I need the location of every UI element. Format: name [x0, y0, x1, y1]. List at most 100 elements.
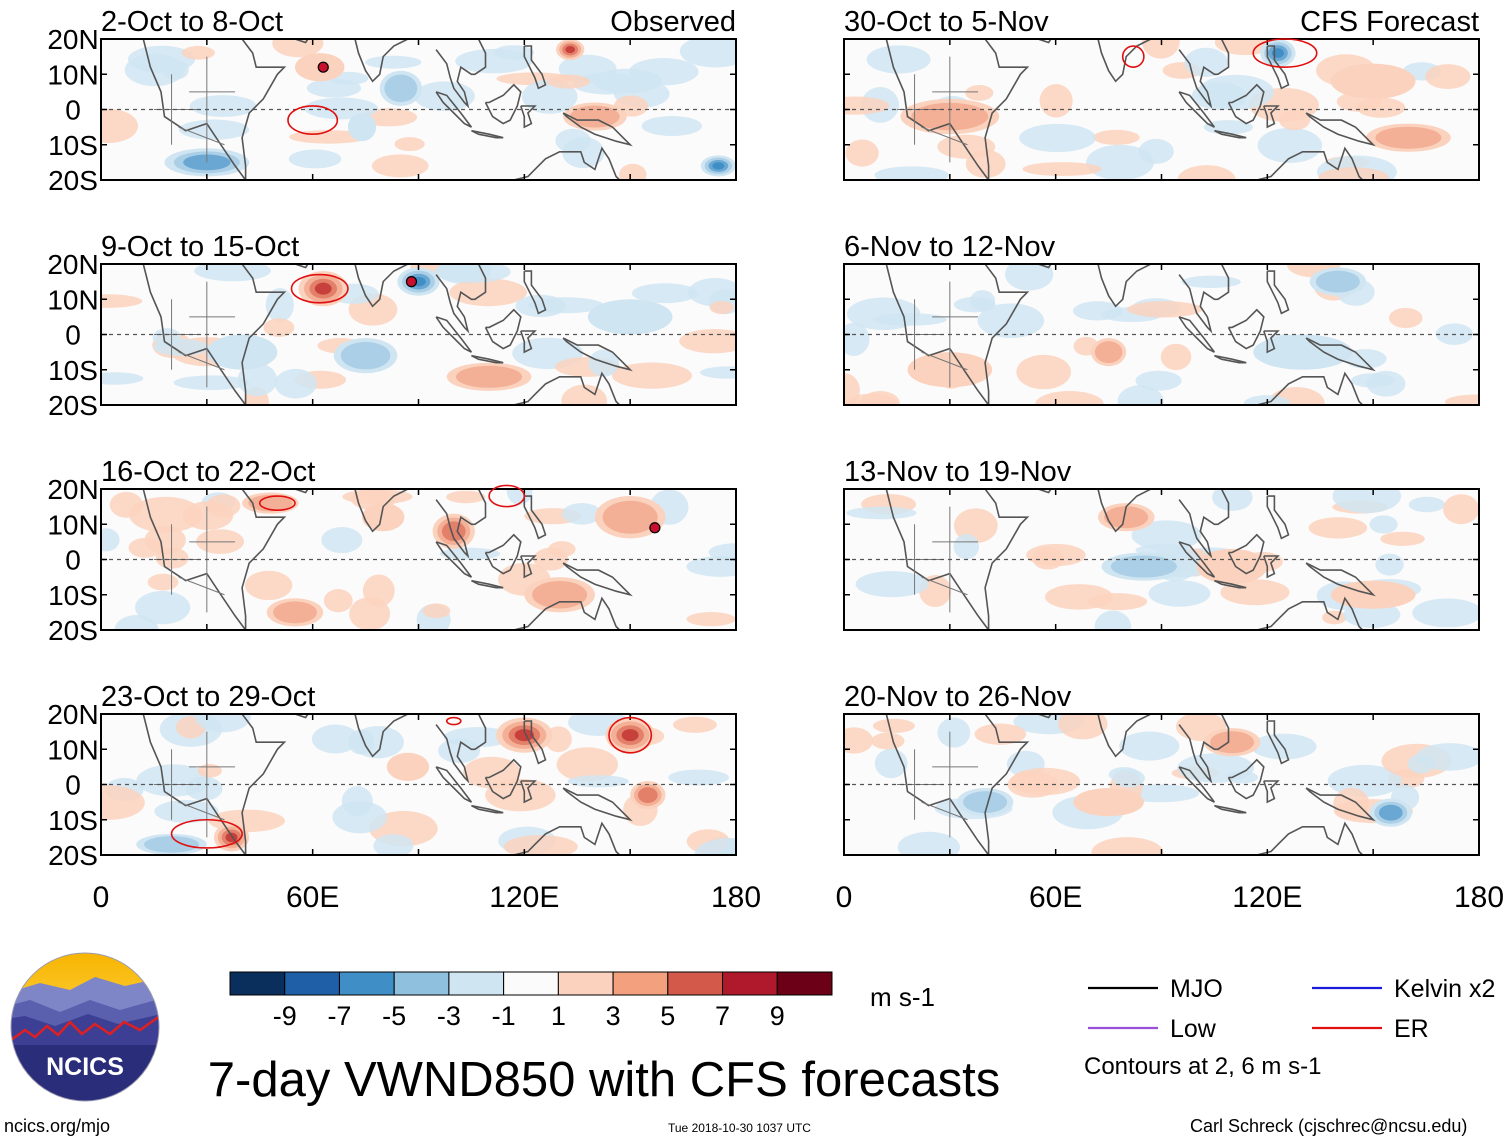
coastline: [562, 562, 633, 597]
anomaly-core: [1110, 555, 1177, 578]
anomaly-blob: [341, 786, 373, 817]
coastline: [1305, 787, 1376, 822]
anomaly-blob: [872, 718, 916, 734]
colorbar-swatch: [776, 971, 833, 996]
er-contour: [287, 105, 339, 135]
coastline: [1227, 758, 1265, 800]
anomaly-blob: [937, 134, 996, 159]
anomaly-blob: [700, 366, 736, 379]
coastline: [1178, 264, 1230, 334]
coastline: [1305, 337, 1376, 372]
anomaly-core: [1315, 270, 1360, 293]
storm-symbol: [405, 276, 418, 288]
forecast-label: CFS Forecast: [1300, 6, 1479, 38]
er-contour: [170, 818, 243, 849]
anomaly-blob: [1369, 515, 1398, 534]
anomaly-blob: [422, 603, 451, 619]
coastline: [1178, 714, 1230, 784]
anomaly-blob: [686, 556, 736, 577]
anomaly-blob: [135, 590, 191, 625]
y-tick-label: 10S: [48, 355, 98, 386]
anomaly-blob: [1226, 771, 1259, 784]
anomaly-blob: [1058, 714, 1108, 740]
y-tick-label: 20N: [47, 249, 98, 280]
colorbar-tick-label: 9: [770, 1001, 785, 1031]
anomaly-blob: [1318, 167, 1389, 180]
y-tick-label: 0: [65, 545, 81, 576]
anomaly-field: [101, 39, 736, 180]
anomaly-blob: [1257, 127, 1323, 164]
coastline: [1214, 354, 1247, 364]
y-tick-label: 0: [65, 770, 81, 801]
anomaly-core: [206, 334, 278, 370]
er-contour: [290, 273, 349, 304]
anomaly-blob: [1407, 754, 1435, 774]
coastline: [471, 579, 504, 589]
coastline: [435, 541, 473, 578]
anomaly-blob: [1112, 769, 1145, 788]
legend-label: Kelvin x2: [1394, 975, 1495, 1003]
coastline: [885, 264, 1030, 405]
anomaly-blob: [679, 328, 736, 354]
anomaly-blob: [1375, 553, 1404, 576]
anomaly-blob: [178, 119, 250, 140]
anomaly-blob: [1412, 598, 1479, 628]
anomaly-blob: [556, 747, 619, 782]
er-contour: [258, 495, 296, 511]
anomaly-blob: [844, 322, 870, 356]
anomaly-blob: [874, 166, 949, 180]
colorbar-tick-label: -7: [327, 1001, 351, 1031]
x-tick-label: 120E: [489, 881, 559, 914]
coastline: [1266, 720, 1290, 765]
anomaly-blob: [547, 74, 590, 89]
anomaly-core: [273, 601, 318, 624]
anomaly-core: [587, 299, 673, 335]
anomaly-blob: [1380, 531, 1425, 546]
site-link[interactable]: ncics.org/mjo: [4, 1116, 111, 1136]
anomaly-blob: [506, 489, 533, 505]
anomaly-blob: [101, 108, 139, 144]
anomaly-blob: [709, 300, 734, 314]
panels: 20N 10N 0 10S 20S 2-Oct to 8-Oct Observed 20N 10…: [47, 6, 1504, 914]
anomaly-core: [347, 113, 377, 142]
y-tick-label: 10N: [47, 509, 98, 540]
anomaly-blob: [205, 494, 241, 518]
colorbar-swatch: [284, 971, 340, 996]
anomaly-blob: [845, 139, 879, 167]
coastline: [435, 714, 487, 784]
colorbar-swatch: [393, 971, 450, 996]
anomaly-core: [1330, 63, 1416, 99]
anomaly-blob: [1044, 584, 1114, 610]
anomaly-core: [602, 500, 658, 534]
coastline: [471, 354, 504, 364]
y-tick-label: 20N: [47, 474, 98, 505]
coastline: [1178, 766, 1216, 803]
coastline: [503, 371, 621, 405]
anomaly-field: [101, 489, 736, 630]
anomaly-blob: [434, 264, 511, 283]
coastline: [294, 489, 309, 494]
anomaly-core: [144, 836, 200, 853]
coastline: [294, 39, 309, 44]
anomaly-blob: [1010, 767, 1081, 796]
anomaly-blob: [351, 726, 404, 759]
anomaly-blob: [855, 571, 929, 598]
ncics-logo: NCICS: [10, 952, 160, 1102]
coastline: [503, 821, 621, 855]
colorbar-tick-label: -5: [382, 1001, 406, 1031]
anomaly-blob: [592, 68, 662, 94]
panel-period-label: 6-Nov to 12-Nov: [844, 231, 1056, 263]
coastline: [435, 91, 473, 128]
anomaly-core: [568, 48, 572, 51]
y-tick-label: 0: [65, 95, 81, 126]
coastline: [523, 270, 547, 315]
y-tick-label: 20S: [48, 615, 98, 646]
anomaly-blob: [1072, 301, 1123, 321]
coastline: [484, 533, 522, 575]
coastline: [1083, 264, 1152, 308]
anomaly-blob: [1184, 47, 1228, 78]
x-tick-label: 180: [1454, 881, 1504, 914]
anomaly-blob: [1160, 343, 1192, 371]
anomaly-blob: [311, 724, 359, 754]
